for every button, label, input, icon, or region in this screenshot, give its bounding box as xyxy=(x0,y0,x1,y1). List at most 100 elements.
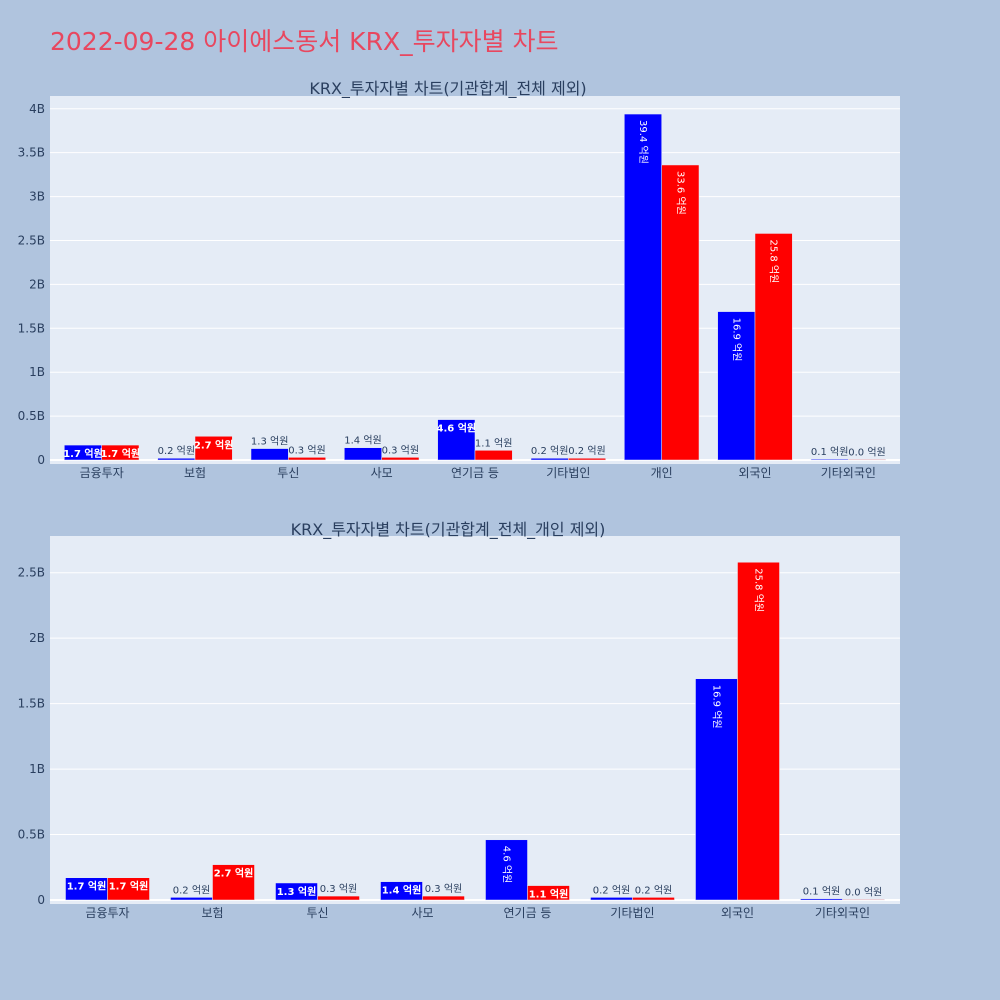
bar xyxy=(842,899,885,901)
bar xyxy=(157,457,196,461)
bar-data-label: 0.2 억원 xyxy=(568,445,605,457)
y-tick-label: 3.5B xyxy=(18,146,45,160)
bar-data-label: 1.7 억원 xyxy=(63,447,103,460)
bar xyxy=(590,897,633,901)
x-tick-label: 보험 xyxy=(201,906,223,920)
x-tick-label: 사모 xyxy=(411,906,433,920)
bar-data-label: 0.2 억원 xyxy=(173,884,210,896)
y-tick-label: 1.5B xyxy=(18,697,45,711)
bar xyxy=(848,459,886,461)
bar xyxy=(422,895,465,901)
x-tick-label: 기타법인 xyxy=(610,906,654,920)
bar-data-label: 16.9 억원 xyxy=(730,318,742,362)
bar xyxy=(317,895,360,901)
bar xyxy=(474,450,513,461)
y-tick-label: 2.5B xyxy=(18,233,45,247)
bar-data-label: 0.1 억원 xyxy=(803,886,840,898)
bar xyxy=(194,436,233,461)
bar xyxy=(632,897,675,901)
x-tick-label: 보험 xyxy=(184,466,206,480)
y-tick-label: 2B xyxy=(29,277,45,291)
x-tick-label: 투신 xyxy=(306,906,328,920)
bar-data-label: 0.2 억원 xyxy=(635,884,672,896)
chart-2: 0 0.5B 1B 1.5B 2B 2.5B KRX_투자자별 차트(기관합계_전체_개인 … xyxy=(18,520,900,920)
bar-data-label: 4.6 억원 xyxy=(437,422,477,435)
bar xyxy=(568,457,606,461)
bar xyxy=(380,881,423,901)
bar-data-label: 16.9 억원 xyxy=(711,685,723,729)
bar xyxy=(437,419,476,461)
bar xyxy=(275,882,318,901)
bar-data-label: 0.3 억원 xyxy=(425,883,462,895)
bar-data-label: 1.3 억원 xyxy=(251,436,288,448)
x-tick-label: 개인 xyxy=(651,466,673,480)
bar-data-label: 1.1 억원 xyxy=(475,437,512,449)
bar xyxy=(212,864,255,901)
bar-data-label: 1.7 억원 xyxy=(109,880,149,893)
bar-data-label: 1.4 억원 xyxy=(344,435,381,447)
chart-1: 0 0.5B 1B 1.5B 2B 2.5B 3B 3.5B 4B KRX_투자자별 차트(기관합… xyxy=(18,79,900,480)
bar-data-label: 0.3 억원 xyxy=(382,444,419,456)
x-tick-label: 금융투자 xyxy=(80,466,124,480)
bar-data-label: 1.7 억원 xyxy=(101,447,141,460)
x-tick-label: 금융투자 xyxy=(85,906,129,920)
x-tick-label: 기타외국인 xyxy=(815,906,870,920)
bar-data-label: 1.1 억원 xyxy=(529,888,569,901)
bar-data-label: 0.0 억원 xyxy=(845,886,882,898)
bar-data-label: 2.7 억원 xyxy=(214,867,254,880)
bar-data-label: 0.2 억원 xyxy=(593,884,630,896)
bar xyxy=(485,839,528,901)
bar xyxy=(250,448,289,461)
bar xyxy=(695,678,738,901)
y-tick-label: 1B xyxy=(29,762,45,776)
bar xyxy=(800,898,843,901)
bar xyxy=(530,457,569,461)
bar-data-label: 33.6 억원 xyxy=(674,171,686,215)
x-tick-label: 외국인 xyxy=(721,906,754,920)
bar xyxy=(170,897,213,901)
bar xyxy=(107,877,150,901)
bar xyxy=(288,457,326,461)
x-tick-label: 연기금 등 xyxy=(504,906,552,920)
y-tick-label: 2.5B xyxy=(18,566,45,580)
bar-data-label: 0.3 억원 xyxy=(320,883,357,895)
bar-data-label: 39.4 억원 xyxy=(637,120,649,164)
bar xyxy=(661,164,700,461)
bar-data-label: 1.4 억원 xyxy=(382,884,422,897)
y-tick-label: 0.5B xyxy=(18,828,45,842)
bar xyxy=(737,562,780,901)
bar-data-label: 1.7 억원 xyxy=(67,880,107,893)
y-tick-label: 0.5B xyxy=(18,409,45,423)
y-tick-label: 2B xyxy=(29,631,45,645)
chart-title: KRX_투자자별 차트(기관합계_전체_개인 제외) xyxy=(291,520,606,540)
bar xyxy=(754,233,793,461)
x-tick-label: 연기금 등 xyxy=(451,466,499,480)
bar-data-label: 25.8 억원 xyxy=(768,239,780,283)
page-title: 2022-09-28 아이에스동서 KRX_투자자별 차트 xyxy=(50,27,559,56)
bar-data-label: 4.6 억원 xyxy=(501,846,513,883)
y-tick-label: 1.5B xyxy=(18,321,45,335)
bar-data-label: 0.1 억원 xyxy=(811,446,848,458)
bar xyxy=(344,447,382,461)
bar xyxy=(527,885,570,901)
bar-data-label: 0.3 억원 xyxy=(288,444,325,456)
bar-data-label: 0.0 억원 xyxy=(848,446,885,458)
chart-title: KRX_투자자별 차트(기관합계_전체 제외) xyxy=(309,79,586,99)
x-tick-label: 투신 xyxy=(277,466,299,480)
y-tick-label: 1B xyxy=(29,365,45,379)
bar xyxy=(624,113,662,461)
bar xyxy=(101,444,140,461)
bar-data-label: 25.8 억원 xyxy=(753,568,765,612)
x-tick-label: 외국인 xyxy=(738,466,771,480)
y-tick-label: 4B xyxy=(29,102,45,116)
x-tick-label: 사모 xyxy=(371,466,393,480)
y-tick-label: 0 xyxy=(37,453,45,467)
y-tick-label: 0 xyxy=(37,893,45,907)
bar-data-label: 0.2 억원 xyxy=(531,445,568,457)
x-tick-label: 기타외국인 xyxy=(821,466,876,480)
x-tick-label: 기타법인 xyxy=(546,466,590,480)
bar xyxy=(810,458,849,461)
bar-data-label: 1.3 억원 xyxy=(277,885,317,898)
bar-data-label: 2.7 억원 xyxy=(194,438,234,451)
